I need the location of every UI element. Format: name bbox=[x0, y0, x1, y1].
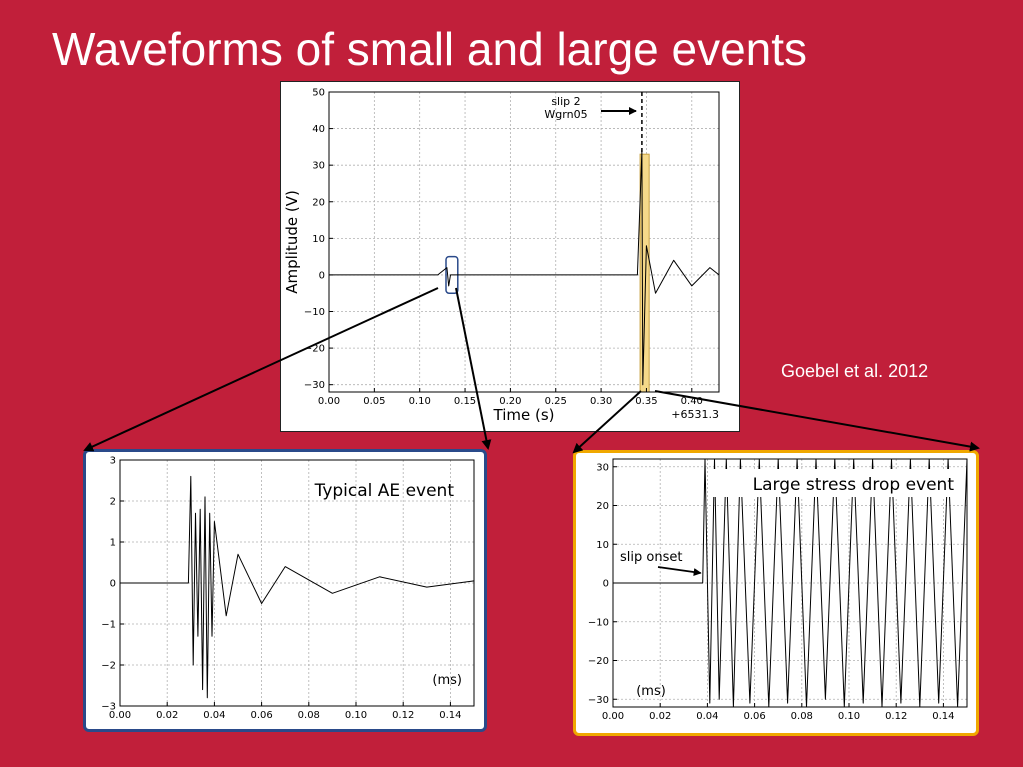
x-tick-label: 0.08 bbox=[298, 710, 320, 721]
x-tick-label: 0.06 bbox=[743, 711, 765, 722]
y-tick-label: 2 bbox=[110, 497, 116, 508]
typical-ae-chart: 0.00 0.02 0.04 0.06 0.08 0.10 0.12 0.14 3 2 1 0 −1 −2… bbox=[101, 456, 475, 721]
y-tick-label: −20 bbox=[304, 344, 325, 355]
waveform-series-line bbox=[120, 475, 475, 699]
y-tick-label: 20 bbox=[596, 501, 609, 512]
x-tick-label: 0.00 bbox=[109, 710, 131, 721]
x-tick-label: 0.08 bbox=[791, 711, 813, 722]
x-tick-label: 0.04 bbox=[696, 711, 718, 722]
y-tick-label: 10 bbox=[312, 234, 325, 245]
slip-annotation-label-line2: Wgrn05 bbox=[544, 108, 587, 121]
main-waveform-chart: 0.00 0.05 0.10 0.15 0.20 0.25 0.30 0.35 0.40 50 40… bbox=[283, 88, 720, 424]
y-tick-label: 10 bbox=[596, 540, 609, 551]
slip-onset-arrow bbox=[657, 566, 702, 576]
y-tick-label: −10 bbox=[588, 617, 609, 628]
x-tick-label: 0.06 bbox=[250, 710, 272, 721]
y-tick-label: 0 bbox=[319, 270, 325, 281]
y-tick-label: −30 bbox=[304, 380, 325, 391]
y-tick-label: 20 bbox=[312, 197, 325, 208]
unit-label: (ms) bbox=[636, 684, 666, 699]
large-stress-annotation: Large stress drop event bbox=[753, 475, 955, 495]
y-tick-label: 50 bbox=[312, 88, 325, 99]
x-tick-label: 0.12 bbox=[885, 711, 907, 722]
x-tick-label: 0.12 bbox=[392, 710, 414, 721]
y-tick-label: −2 bbox=[101, 661, 116, 672]
citation: Goebel et al. 2012 bbox=[781, 361, 929, 381]
x-tick-label: 0.05 bbox=[363, 396, 385, 407]
x-tick-label: 0.02 bbox=[649, 711, 671, 722]
highlight-box bbox=[639, 153, 650, 393]
plot-frame bbox=[328, 91, 720, 393]
y-tick-label: 30 bbox=[596, 462, 609, 473]
main-waveform-panel: 0.00 0.05 0.10 0.15 0.20 0.25 0.30 0.35 0.40 50 40… bbox=[280, 81, 740, 432]
y-tick-label: 30 bbox=[312, 161, 325, 172]
x-tick-label: 0.40 bbox=[681, 396, 703, 407]
x-axis-label: Time (s) bbox=[493, 406, 555, 424]
typical-ae-annotation: Typical AE event bbox=[314, 481, 455, 501]
annotation-background bbox=[712, 469, 958, 497]
y-tick-label: −1 bbox=[101, 620, 116, 631]
x-tick-label: 0.00 bbox=[318, 396, 340, 407]
x-tick-label: 0.14 bbox=[932, 711, 954, 722]
x-tick-label: 0.15 bbox=[454, 396, 476, 407]
y-tick-label: −20 bbox=[588, 656, 609, 667]
x-tick-label: 0.25 bbox=[545, 396, 567, 407]
x-tick-label: 0.10 bbox=[345, 710, 367, 721]
y-tick-label: 0 bbox=[110, 579, 116, 590]
y-tick-label: 40 bbox=[312, 124, 325, 135]
slide-title: Waveforms of small and large events bbox=[52, 23, 808, 75]
large-stress-drop-panel: 0.00 0.02 0.04 0.06 0.08 0.10 0.12 0.14 30 20 10 0 −… bbox=[573, 450, 979, 736]
unit-label: (ms) bbox=[432, 673, 462, 688]
x-tick-label: 0.10 bbox=[409, 396, 431, 407]
y-axis-label: Amplitude (V) bbox=[283, 190, 301, 294]
y-tick-label: 3 bbox=[110, 456, 116, 467]
typical-ae-panel: 0.00 0.02 0.04 0.06 0.08 0.10 0.12 0.14 3 2 1 0 −1 −2… bbox=[83, 449, 487, 732]
waveform-series-line bbox=[329, 150, 720, 386]
y-tick-label: −30 bbox=[588, 695, 609, 706]
x-tick-label: 0.02 bbox=[156, 710, 178, 721]
x-tick-label: 0.30 bbox=[590, 396, 612, 407]
large-stress-drop-chart: 0.00 0.02 0.04 0.06 0.08 0.10 0.12 0.14 30 20 10 0 −… bbox=[588, 458, 968, 722]
x-tick-label: 0.00 bbox=[602, 711, 624, 722]
y-tick-label: 0 bbox=[603, 579, 609, 590]
slip-onset-label: slip onset bbox=[620, 550, 682, 565]
x-tick-label: 0.20 bbox=[499, 396, 521, 407]
y-tick-label: −3 bbox=[101, 702, 116, 713]
x-tick-label: 0.14 bbox=[439, 710, 461, 721]
y-tick-label: −10 bbox=[304, 307, 325, 318]
x-tick-label: 0.10 bbox=[838, 711, 860, 722]
x-tick-label: 0.04 bbox=[203, 710, 225, 721]
x-offset-label: +6531.3 bbox=[671, 408, 719, 421]
x-tick-label: 0.35 bbox=[635, 396, 657, 407]
slip-annotation-label-line1: slip 2 bbox=[551, 95, 580, 108]
y-tick-label: 1 bbox=[110, 538, 116, 549]
